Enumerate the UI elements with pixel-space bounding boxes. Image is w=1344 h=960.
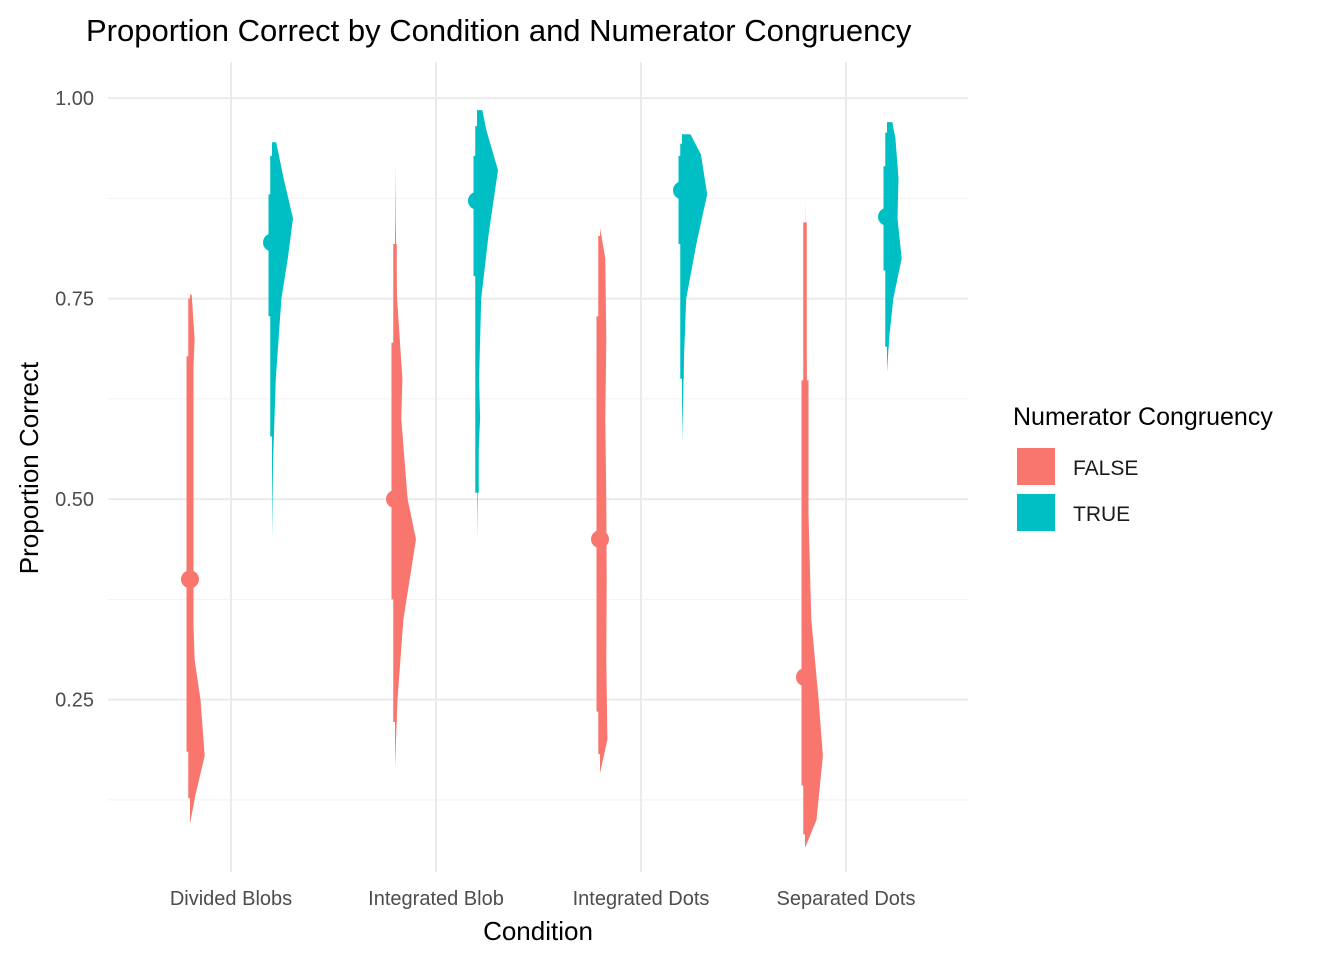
x-axis-title: Condition	[483, 916, 593, 946]
legend-key-true	[1017, 494, 1055, 531]
y-tick-label: 0.25	[55, 690, 94, 712]
violin-true	[682, 134, 708, 442]
y-tick-label: 0.75	[55, 289, 94, 311]
violin-false	[190, 294, 205, 824]
point-estimate	[796, 668, 814, 687]
y-tick-label: 0.50	[55, 489, 94, 511]
x-axis-ticks: Divided Blobs Integrated Blob Integrated D…	[170, 888, 916, 910]
violin-false	[805, 200, 823, 848]
plot-marks	[181, 110, 902, 848]
y-axis-ticks: 0.25 0.50 0.75 1.00	[55, 88, 94, 711]
legend: Numerator Congruency FALSE TRUE	[1013, 403, 1273, 531]
y-axis-title: Proportion Correct	[14, 361, 44, 574]
legend-label-true: TRUE	[1073, 503, 1130, 526]
point-estimate	[878, 207, 896, 226]
x-tick-label: Separated Dots	[777, 888, 916, 910]
chart-title: Proportion Correct by Condition and Nume…	[86, 13, 912, 48]
point-estimate	[386, 490, 404, 509]
point-estimate	[468, 191, 486, 210]
violin-true	[477, 110, 498, 540]
x-tick-label: Divided Blobs	[170, 888, 292, 910]
violin-false	[395, 162, 416, 768]
y-tick-label: 1.00	[55, 88, 94, 110]
violin-true	[887, 122, 902, 373]
point-estimate	[591, 530, 609, 549]
point-estimate	[673, 181, 691, 200]
legend-key-false	[1017, 448, 1055, 485]
x-tick-label: Integrated Blob	[368, 888, 504, 910]
point-estimate	[181, 570, 199, 589]
x-tick-label: Integrated Dots	[573, 888, 710, 910]
legend-label-false: FALSE	[1073, 457, 1138, 480]
legend-title: Numerator Congruency	[1013, 403, 1273, 431]
point-estimate	[263, 233, 281, 252]
grid	[108, 62, 968, 872]
